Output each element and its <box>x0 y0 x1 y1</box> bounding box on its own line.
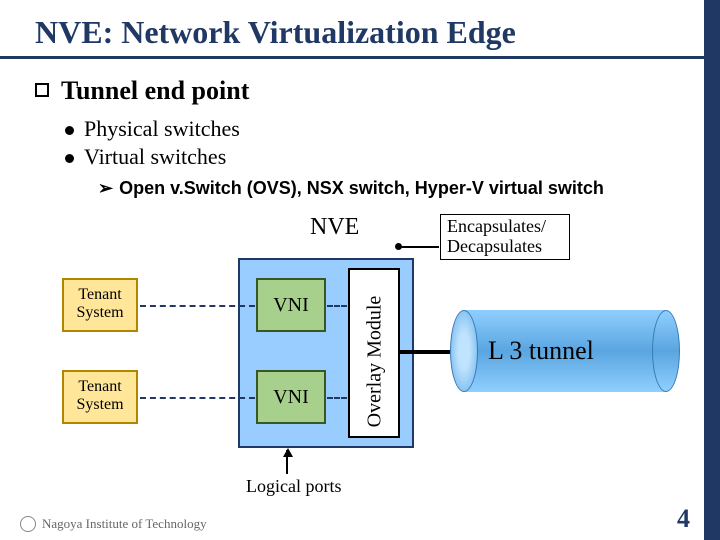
right-sidebar <box>704 0 720 540</box>
logical-ports-arrow <box>286 450 288 474</box>
footer-text: Nagoya Institute of Technology <box>42 516 207 532</box>
slide-title: NVE: Network Virtualization Edge <box>35 14 516 51</box>
tenant2-line2: System <box>76 396 123 413</box>
sub-bullet-2: Virtual switches <box>65 144 226 170</box>
triangle-bullet-icon: ➢ <box>98 178 113 198</box>
dashed-connector-4 <box>327 397 347 399</box>
cylinder-left-cap <box>450 310 478 392</box>
disc-bullet-icon <box>65 154 74 163</box>
cylinder-right-cap <box>652 310 680 392</box>
nve-label: NVE <box>310 214 359 241</box>
encap-line1: Encapsulates/ <box>447 216 546 236</box>
page-number: 4 <box>677 504 690 534</box>
logical-ports-label: Logical ports <box>246 476 341 497</box>
overlay-module-label: Overlay Module <box>364 287 387 437</box>
encap-line2: Decapsulates <box>447 236 542 256</box>
nested-bullet-text: Open v.Switch (OVS), NSX switch, Hyper-V… <box>119 178 604 198</box>
main-bullet-text: Tunnel end point <box>61 76 249 105</box>
sub-bullet-1: Physical switches <box>65 116 240 142</box>
footer: Nagoya Institute of Technology <box>20 516 207 532</box>
tenant2-line1: Tenant <box>78 378 121 395</box>
dashed-connector-2 <box>140 397 255 399</box>
sub-bullet-1-text: Physical switches <box>84 116 240 141</box>
encap-connector <box>398 246 439 248</box>
square-bullet-icon <box>35 83 49 97</box>
tenant-box-1: Tenant System <box>62 278 138 332</box>
tenant-box-2: Tenant System <box>62 370 138 424</box>
dashed-connector-1 <box>140 305 255 307</box>
institution-logo-icon <box>20 516 36 532</box>
main-bullet: Tunnel end point <box>35 76 249 106</box>
tenant1-line2: System <box>76 304 123 321</box>
tenant1-line1: Tenant <box>78 286 121 303</box>
title-underline <box>0 56 720 59</box>
dashed-connector-3 <box>327 305 347 307</box>
l3-tunnel-label: L 3 tunnel <box>488 336 594 366</box>
sub-bullet-2-text: Virtual switches <box>84 144 226 169</box>
tunnel-connector <box>400 350 450 354</box>
vni-box-2: VNI <box>256 370 326 424</box>
vni-box-1: VNI <box>256 278 326 332</box>
nested-bullet: ➢ Open v.Switch (OVS), NSX switch, Hyper-… <box>98 178 604 199</box>
disc-bullet-icon <box>65 126 74 135</box>
encap-connector-dot <box>395 243 402 250</box>
encap-callout: Encapsulates/ Decapsulates <box>440 214 570 260</box>
